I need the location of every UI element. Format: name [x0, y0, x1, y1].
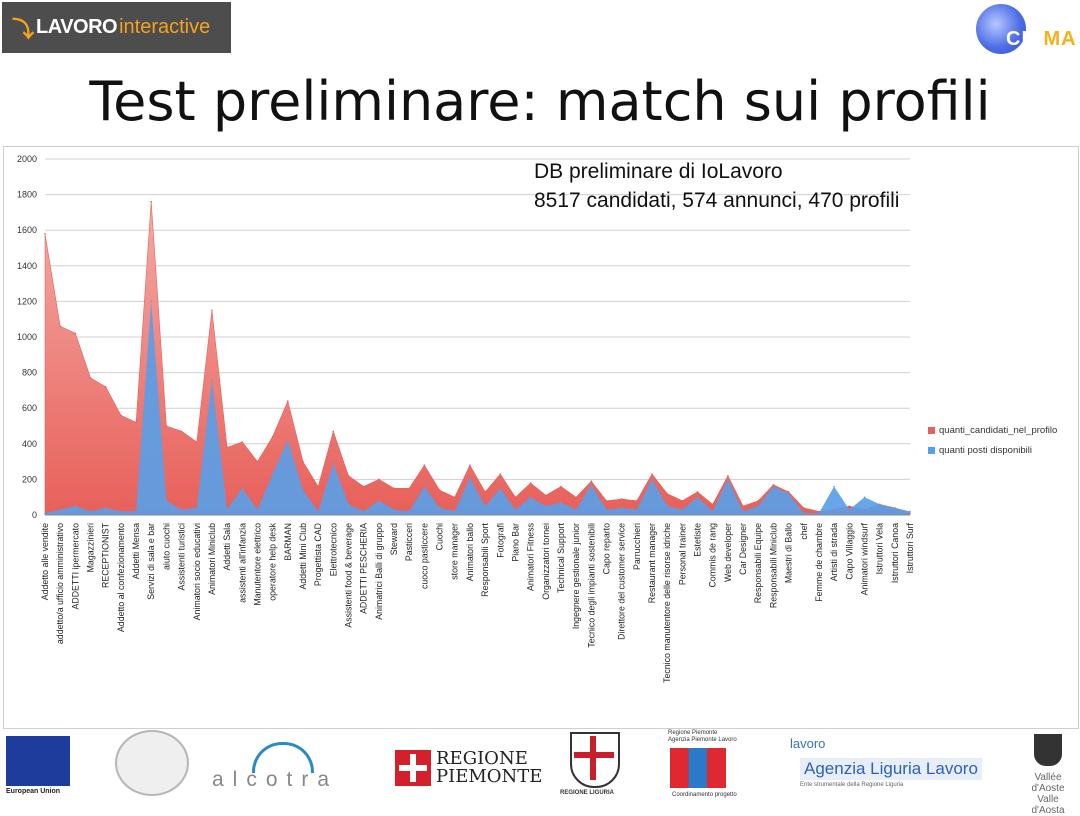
- valle-aosta-shield-icon: [1034, 734, 1062, 766]
- legend-label-candidati: quanti_candidati_nel_profilo: [939, 424, 1058, 436]
- legend-item-posti: quanti posti disponibili: [928, 440, 1057, 460]
- chart-frame: [3, 146, 1079, 729]
- lavoro-interactive-logo: ⤵ LAVORO interactive: [2, 2, 231, 53]
- alcotra-logo-text: alcotra: [212, 768, 339, 791]
- regione-liguria-text: REGIONE LIGURIA: [560, 790, 615, 796]
- italian-republic-emblem-icon: [115, 730, 189, 796]
- footer-logos: European Union alcotra REGIONE PIEMONTE R…: [0, 728, 1080, 816]
- liguria-cross-horizontal: [574, 752, 614, 758]
- valle-aosta-text: Vallée d'Aoste Valle d'Aosta: [1031, 772, 1065, 816]
- annotation-line-1: DB preliminare di IoLavoro: [534, 160, 783, 183]
- chart-annotation: DB preliminare di IoLavoro 8517 candidat…: [534, 157, 899, 215]
- liguria-lavoro-small-text: lavoro: [790, 736, 826, 751]
- regione-piemonte-text: REGIONE PIEMONTE: [436, 748, 543, 787]
- cirma-logo: CIRMA: [976, 4, 1076, 56]
- cirma-logo-text: CIRMA: [1006, 28, 1077, 50]
- apl-footer-text: Coordinamento progetto: [672, 792, 737, 798]
- logo-lavoro-light: interactive: [119, 16, 211, 38]
- piemonte-cross-horizontal: [399, 765, 427, 771]
- puzzle-icon: [670, 748, 726, 788]
- agenzia-liguria-lavoro-text: Agenzia Liguria Lavoro: [800, 758, 982, 780]
- liguria-cross-vertical: [590, 736, 596, 780]
- legend-item-candidati: quanti_candidati_nel_profilo: [928, 420, 1057, 440]
- runner-icon: ⤵: [12, 16, 35, 42]
- eu-flag-icon: [6, 736, 70, 786]
- legend-swatch-posti: [928, 446, 935, 454]
- apl-header-text: Regione Piemonte Agenzia Piemonte Lavoro: [668, 730, 737, 743]
- annotation-line-2: 8517 candidati, 574 annunci, 470 profili: [534, 189, 900, 212]
- legend-label-posti: quanti posti disponibili: [939, 444, 1032, 456]
- swirl-icon: [976, 4, 1026, 54]
- eu-logo-text: European Union: [6, 788, 61, 795]
- liguria-lavoro-tagline: Ente strumentale della Regione Liguria: [800, 782, 904, 788]
- slide-title: Test preliminare: match sui profili: [89, 70, 991, 133]
- legend-swatch-candidati: [928, 426, 935, 434]
- chart-legend: quanti_candidati_nel_profilo quanti post…: [928, 420, 1057, 460]
- logo-lavoro-bold: LAVORO: [36, 16, 118, 38]
